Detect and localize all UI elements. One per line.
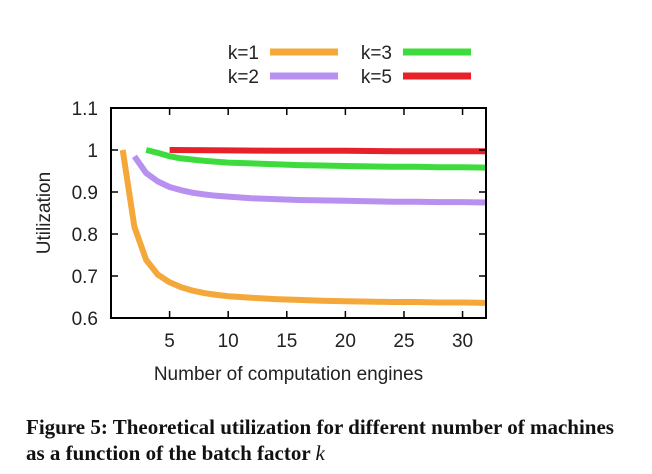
series-line-k5 <box>169 147 486 155</box>
x-tick-label: 20 <box>335 331 356 352</box>
utilization-chart: k=1 k=2 k=3 k=5 5 10 15 20 25 30 0.6 0.7 0.8 0.9 1 1.… <box>34 43 487 385</box>
x-tick-label: 5 <box>164 331 175 352</box>
x-tick-label: 30 <box>452 331 473 352</box>
x-tick-label: 15 <box>276 331 297 352</box>
caption-variable: k <box>315 441 325 465</box>
series-layer <box>119 147 486 306</box>
y-axis: 0.6 0.7 0.8 0.9 1 1.1 <box>72 99 486 330</box>
y-tick-label: 0.9 <box>72 183 98 204</box>
series-line-k2 <box>131 154 486 206</box>
x-axis-label: Number of computation engines <box>154 364 423 385</box>
y-tick-label: 1 <box>87 141 98 162</box>
legend-label-k3: k=3 <box>361 43 392 64</box>
y-axis-label: Utilization <box>34 172 55 254</box>
series-line-k1 <box>119 149 486 306</box>
plot-frame <box>110 107 487 319</box>
y-tick-label: 0.8 <box>72 225 98 246</box>
caption-text: Figure 5: Theoretical utilization for di… <box>26 415 614 465</box>
y-tick-label: 0.7 <box>72 267 98 288</box>
legend: k=1 k=2 k=3 k=5 <box>228 43 471 88</box>
x-tick-label: 10 <box>218 331 239 352</box>
y-tick-label: 0.6 <box>72 309 98 330</box>
series-line-k3 <box>145 147 486 171</box>
x-tick-label: 25 <box>393 331 414 352</box>
figure-caption: Figure 5: Theoretical utilization for di… <box>26 414 636 466</box>
legend-label-k5: k=5 <box>361 67 392 88</box>
x-axis: 5 10 15 20 25 30 <box>164 108 473 352</box>
legend-label-k2: k=2 <box>228 67 259 88</box>
legend-label-k1: k=1 <box>228 43 259 64</box>
y-tick-label: 1.1 <box>72 99 98 120</box>
